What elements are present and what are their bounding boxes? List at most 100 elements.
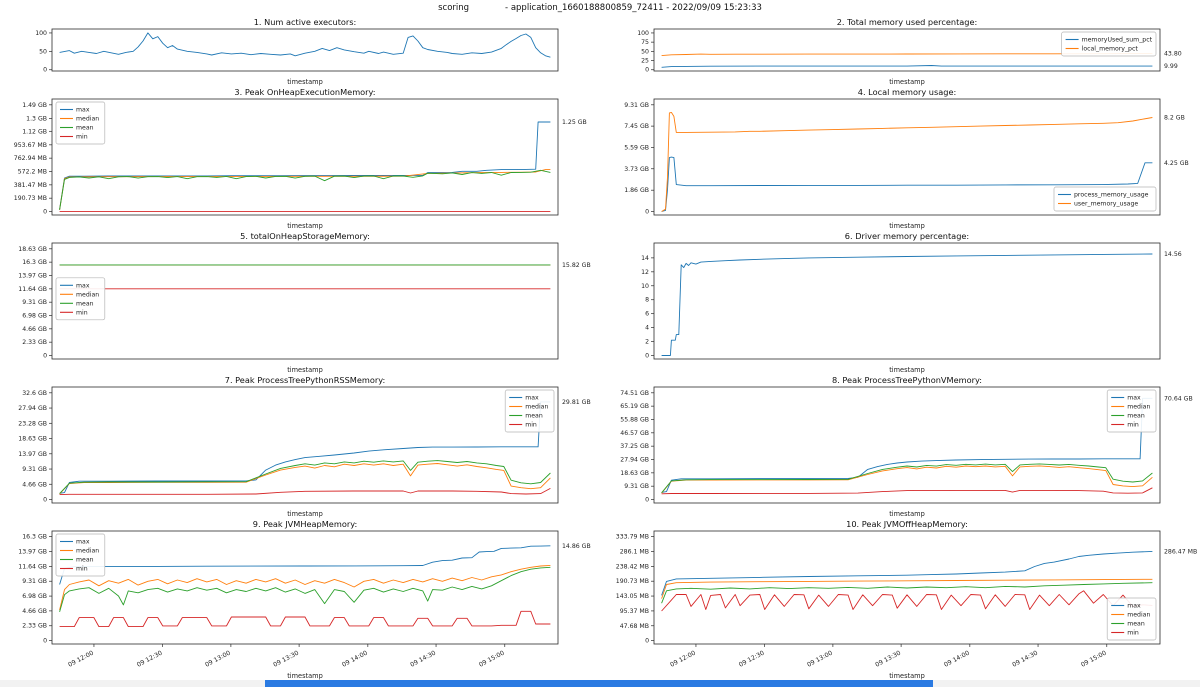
legend-label: memoryUsed_sum_pct (1082, 37, 1153, 44)
chart-title: 2. Total memory used percentage: (837, 17, 978, 27)
legend: process_memory_usage user_memory_usage (1053, 186, 1157, 212)
legend-label: process_memory_usage (1074, 192, 1149, 199)
legend: max median mean min (1106, 597, 1157, 641)
mean-line (59, 460, 551, 494)
chart-title: 3. Peak OnHeapExecutionMemory: (234, 87, 375, 97)
application-id-and-timestamp: - application_1660188800859_72411 - 2022… (505, 3, 762, 13)
legend-label: mean (76, 557, 94, 564)
y-tick-label: 0 (43, 67, 47, 74)
x-axis-label: timestamp (287, 672, 323, 680)
legend-label: mean (1127, 621, 1145, 628)
legend-label: mean (1127, 413, 1145, 420)
num_active_executors-line (59, 32, 551, 58)
chart-canvas: 3. Peak OnHeapExecutionMemory: 0 190.73 MB… (14, 87, 587, 230)
right-value-label: 15.82 GB (562, 262, 591, 269)
y-tick-label: 18.63 GB (620, 470, 649, 477)
page-title: scoring - application_1660188800859_7241… (0, 0, 1200, 16)
y-tick-label: 190.73 MB (14, 195, 47, 202)
chart-canvas: 6. Driver memory percentage: 0 2 4 6 8 10 12 14 t… (641, 231, 1182, 374)
y-tick-label: 333.79 MB (616, 534, 649, 541)
y-tick-label: 0 (43, 497, 47, 504)
mean-line (59, 566, 551, 613)
legend-label: min (76, 566, 88, 573)
y-tick-label: 0 (645, 209, 649, 216)
y-tick-label: 16.3 GB (22, 259, 47, 266)
y-tick-label: 1.86 GB (624, 187, 649, 194)
right-value-label: 70.64 GB (1164, 395, 1193, 402)
y-tick-label: 18.63 GB (18, 436, 47, 443)
x-tick-label: 09 14:30 (1011, 650, 1039, 669)
y-tick-label: 47.68 MB (620, 623, 649, 630)
median-line (661, 578, 1153, 599)
chart-num-active-executors: 1. Num active executors: 0 50 100 timestamp (2, 16, 596, 86)
x-axis-label: timestamp (287, 78, 323, 86)
y-tick-label: 6.98 GB (22, 593, 47, 600)
median-line (59, 463, 551, 495)
legend-label: min (76, 134, 88, 141)
legend-label: median (76, 292, 99, 299)
right-value-label: 14.86 GB (562, 543, 591, 550)
legend-label: min (1127, 422, 1139, 429)
chart-title: 6. Driver memory percentage: (845, 231, 969, 241)
x-axis-label: timestamp (889, 672, 925, 680)
y-tick-label: 23.28 GB (18, 420, 47, 427)
chart-canvas: 7. Peak ProcessTreePythonRSSMemory: 0 4.66… (18, 375, 590, 518)
y-tick-label: 8 (645, 297, 649, 304)
y-tick-label: 50 (39, 48, 47, 55)
x-axis-label: timestamp (889, 366, 925, 374)
legend-label: max (1127, 395, 1141, 402)
x-tick-label: 09 14:00 (943, 650, 971, 669)
y-tick-label: 286.1 MB (620, 549, 649, 556)
app-name: scoring (438, 3, 470, 13)
max-line (59, 401, 551, 494)
right-value-label: 8.2 GB (1164, 115, 1185, 122)
chart-title: 5. totalOnHeapStorageMemory: (240, 231, 370, 241)
legend: max median mean min (55, 277, 106, 321)
min-line (59, 610, 551, 628)
y-tick-label: 1.12 GB (22, 128, 47, 135)
legend-label: median (76, 116, 99, 123)
y-tick-label: 4 (645, 325, 649, 332)
y-tick-label: 190.73 MB (616, 578, 649, 585)
y-tick-label: 6.98 GB (22, 313, 47, 320)
y-tick-label: 11.64 GB (18, 286, 47, 293)
y-tick-label: 13.97 GB (18, 549, 47, 556)
y-tick-label: 75 (641, 39, 649, 46)
y-tick-label: 25 (641, 58, 649, 65)
horizontal-scrollbar[interactable] (0, 680, 1200, 687)
y-tick-label: 74.51 GB (620, 390, 649, 397)
legend-label: max (525, 395, 539, 402)
x-axis-label: timestamp (889, 510, 925, 518)
y-tick-label: 65.19 GB (620, 403, 649, 410)
legend-label: mean (76, 125, 94, 132)
x-axis-label: timestamp (287, 366, 323, 374)
y-tick-label: 0 (43, 209, 47, 216)
y-tick-label: 4.66 GB (22, 326, 47, 333)
y-tick-label: 7.45 GB (624, 123, 649, 130)
charts-grid: 1. Num active executors: 0 50 100 timestamp … (0, 16, 1200, 680)
x-tick-label: 09 12:00 (669, 650, 697, 669)
x-tick-label: 09 14:30 (409, 650, 437, 669)
plot-frame (51, 386, 559, 504)
legend-label: min (76, 310, 88, 317)
process_memory_usage-line (661, 156, 1153, 212)
x-tick-label: 09 13:30 (874, 650, 902, 669)
right-value-label: 43.80 (1164, 51, 1182, 58)
y-tick-label: 238.42 MB (616, 563, 649, 570)
chart-peak-processtree-python-vmemory: 8. Peak ProcessTreePythonVMemory: 0 9.31 G… (604, 374, 1198, 518)
y-tick-label: 0 (645, 638, 649, 645)
y-tick-label: 0 (645, 67, 649, 74)
plot-frame (653, 530, 1161, 645)
y-tick-label: 32.6 GB (22, 390, 47, 397)
chart-title: 4. Local memory usage: (858, 87, 957, 97)
x-tick-label: 09 15:00 (1080, 650, 1108, 669)
y-tick-label: 0 (43, 353, 47, 360)
legend-label: min (1127, 630, 1139, 637)
y-tick-label: 5.59 GB (624, 144, 649, 151)
y-tick-label: 2.33 GB (22, 339, 47, 346)
plot-frame (51, 530, 559, 645)
scrollbar-thumb[interactable] (265, 680, 933, 687)
y-tick-label: 2.33 GB (22, 623, 47, 630)
min-line (661, 590, 1153, 612)
plot-frame (653, 98, 1161, 216)
